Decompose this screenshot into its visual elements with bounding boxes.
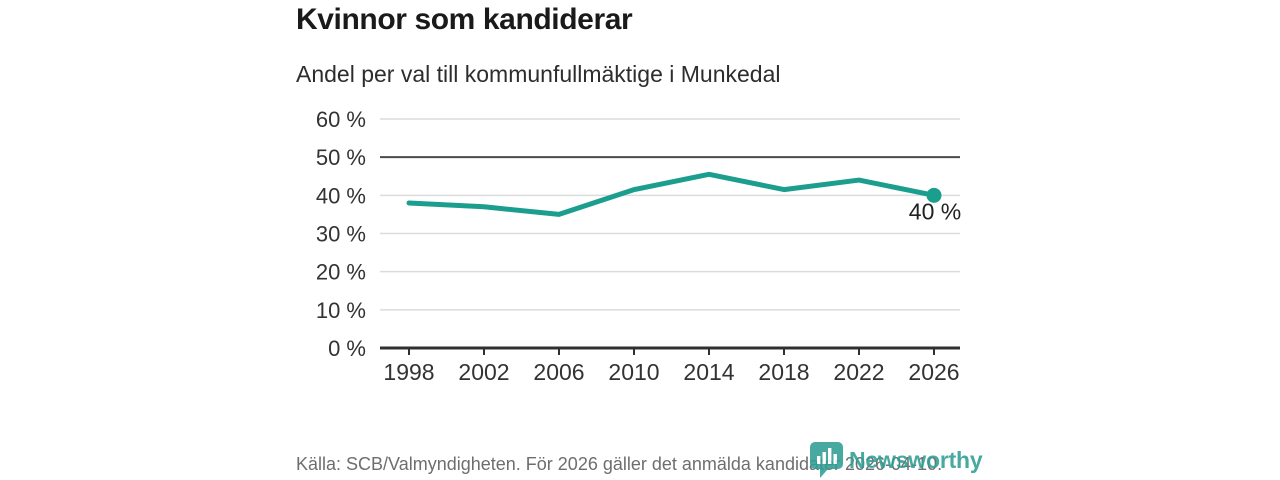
x-axis-label: 2022 — [833, 359, 884, 385]
x-axis-label: 2010 — [608, 359, 659, 385]
x-axis-label: 2006 — [533, 359, 584, 385]
page-subtitle: Andel per val till kommunfullmäktige i M… — [296, 61, 781, 87]
newsworthy-logo[interactable]: Newsworthy — [809, 441, 983, 479]
source-text: Källa: SCB/Valmyndigheten. För 2026 gäll… — [296, 454, 943, 474]
y-axis-label: 10 % — [316, 298, 366, 323]
end-point-marker — [926, 187, 942, 203]
y-axis-label: 0 % — [328, 336, 366, 361]
x-axis-label: 2014 — [683, 359, 734, 385]
y-axis-label: 30 % — [316, 222, 366, 247]
y-axis-label: 20 % — [316, 260, 366, 285]
x-axis-label: 1998 — [383, 359, 434, 385]
x-axis-label: 2002 — [458, 359, 509, 385]
newsworthy-logo-text: Newsworthy — [849, 446, 983, 473]
y-axis-label: 40 % — [316, 183, 366, 208]
data-line — [406, 171, 937, 217]
y-axis-label: 50 % — [316, 145, 366, 170]
x-axis-label: 2026 — [908, 359, 959, 385]
end-point-label: 40 % — [909, 198, 961, 224]
speech-bubble-shape — [810, 442, 843, 478]
page-title: Kvinnor som kandiderar — [296, 3, 633, 36]
x-axis-label: 2018 — [758, 359, 809, 385]
newsworthy-logo-icon — [810, 442, 843, 478]
y-axis-label: 60 % — [316, 107, 366, 132]
